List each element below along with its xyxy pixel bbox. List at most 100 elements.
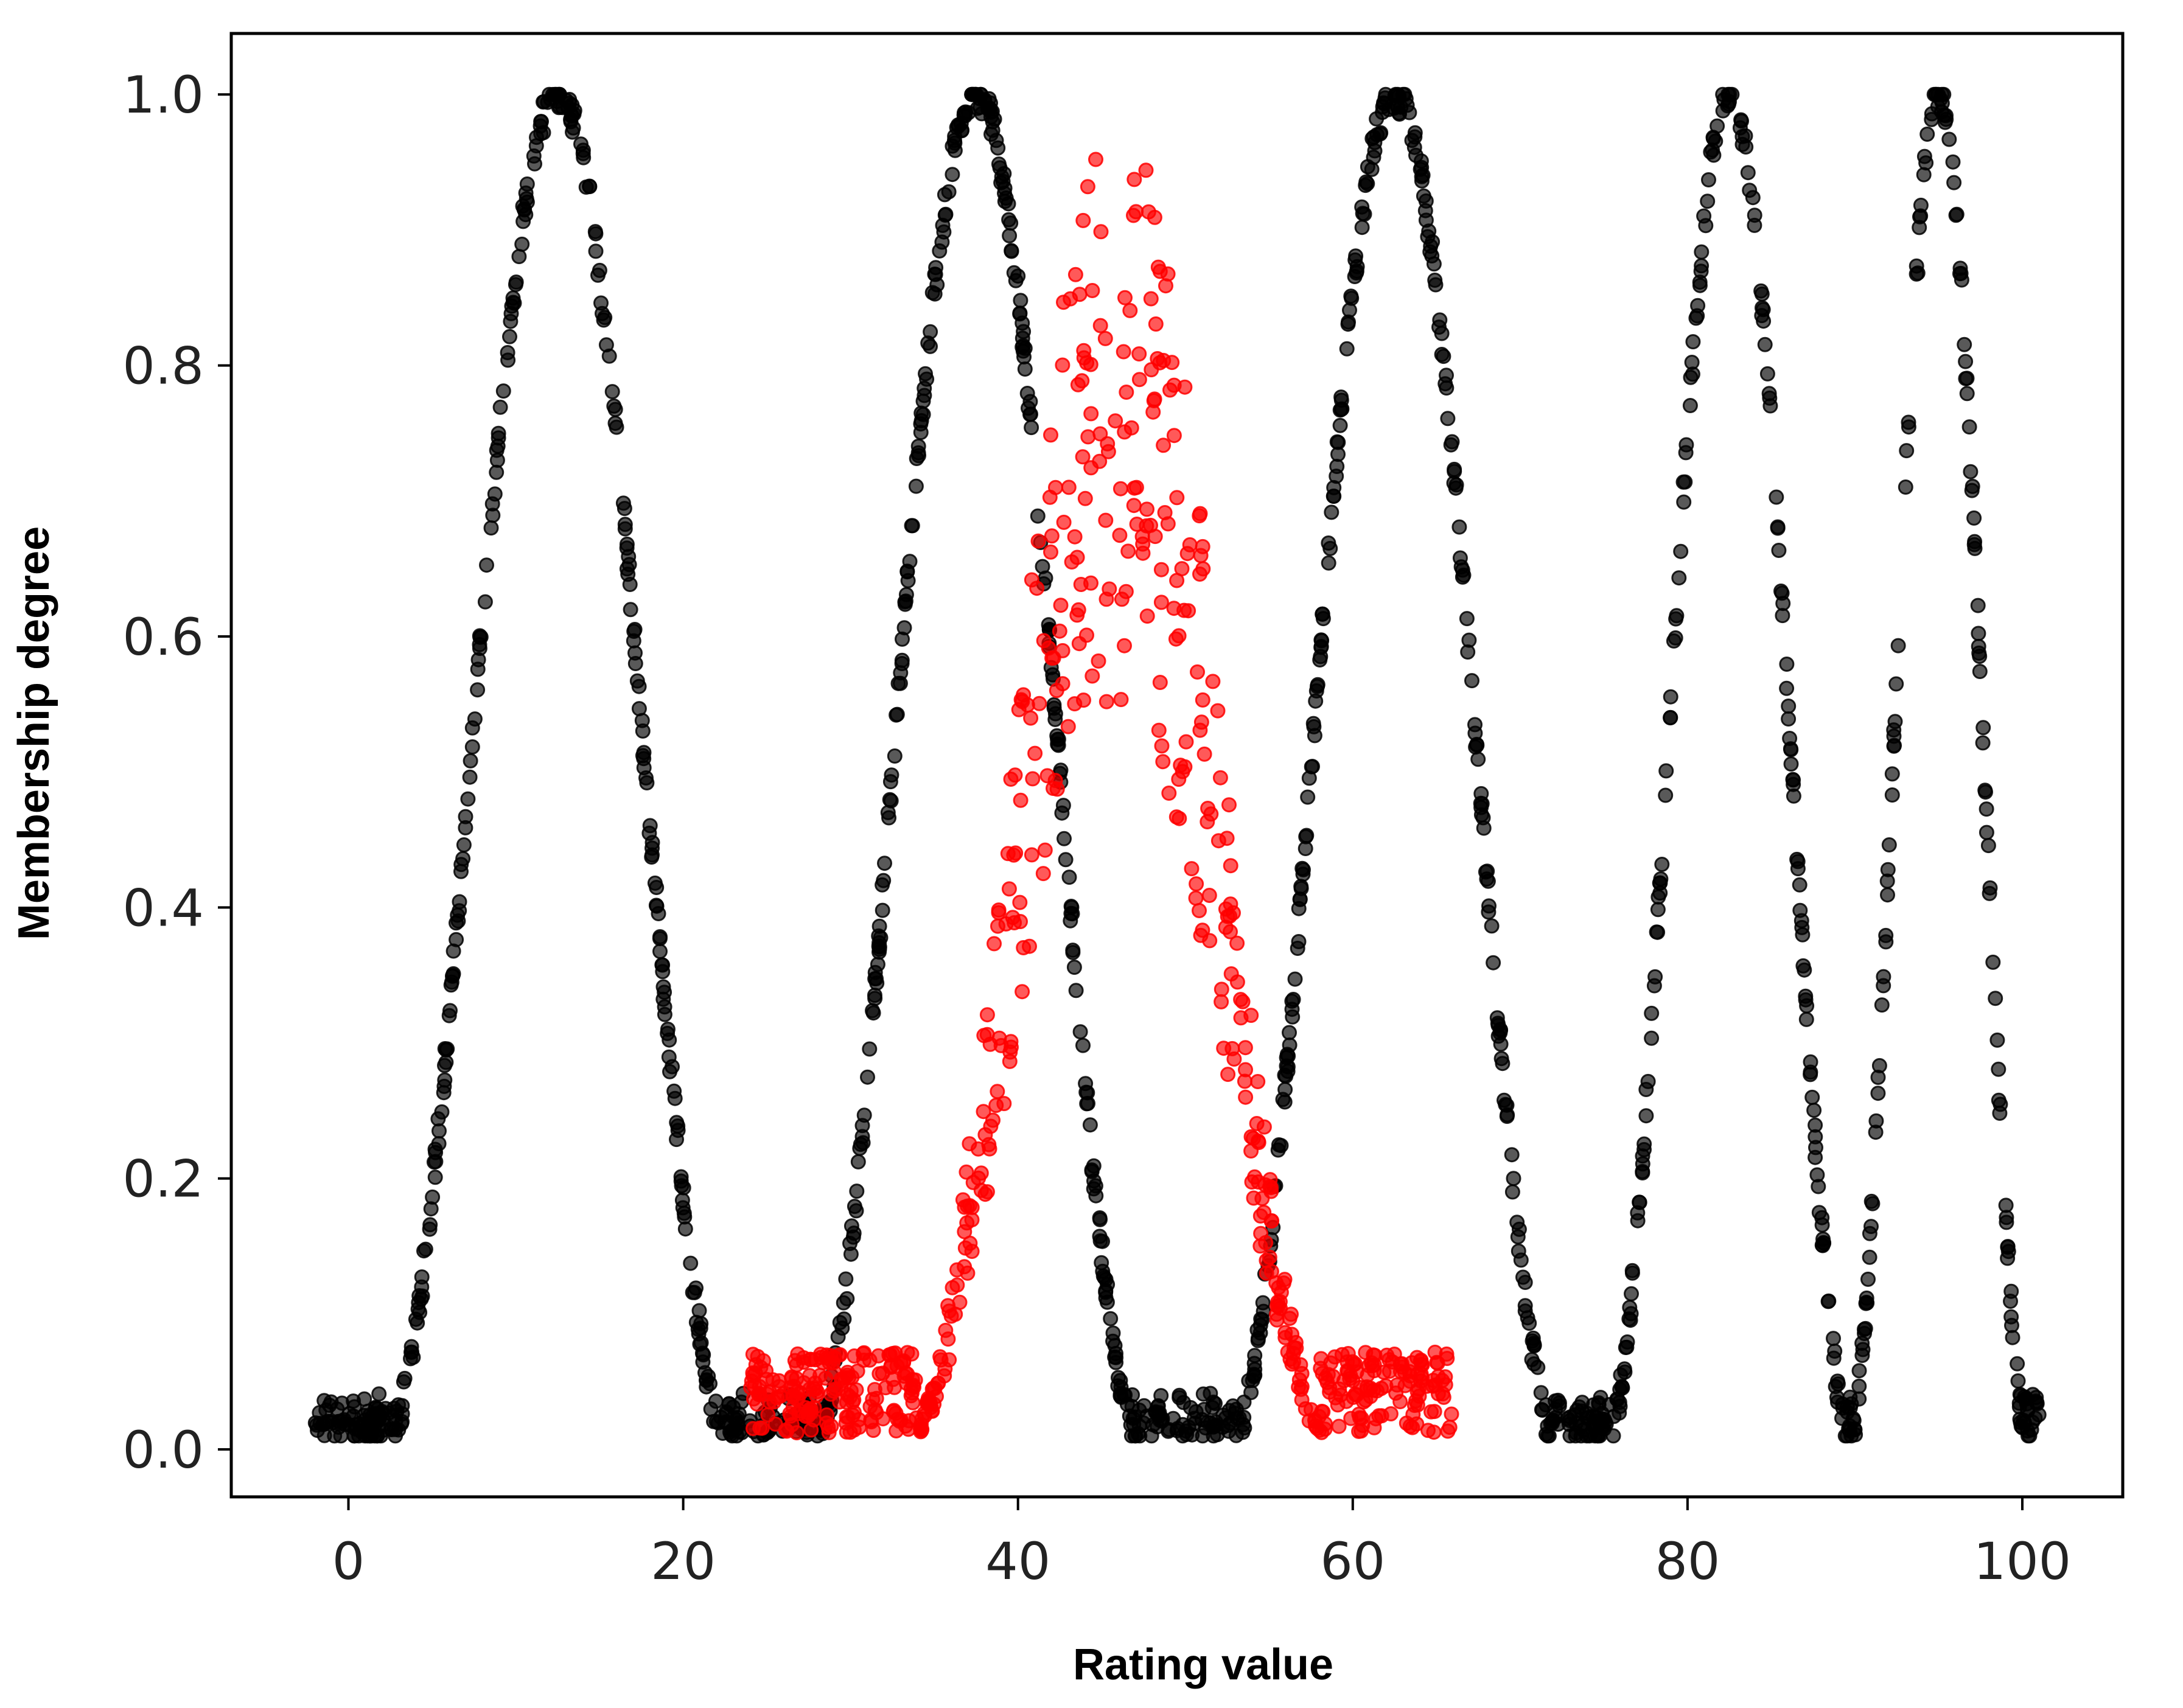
data-point [655,991,671,1007]
data-point [431,1136,447,1151]
data-point [1413,161,1428,177]
data-point [1673,543,1689,559]
data-point [1975,735,1991,751]
data-point [909,1410,924,1426]
data-point [1761,386,1777,402]
data-point [1055,676,1071,692]
data-point [1080,179,1095,195]
data-point [892,675,908,691]
data-point [1640,1073,1656,1089]
data-point [1745,190,1761,206]
data-point [819,1407,835,1423]
data-point [1402,105,1417,120]
data-point [1237,1040,1253,1056]
data-point [1284,1306,1299,1322]
data-point [1148,316,1164,332]
data-point [1979,824,1994,840]
data-point [1192,722,1208,738]
data-point [479,557,494,573]
data-point [635,748,651,764]
data-point [1178,734,1194,750]
data-point [1105,1333,1121,1349]
data-point [431,1123,447,1139]
y-tick-label: 0.6 [122,607,204,667]
data-point [503,313,519,329]
data-point [1021,400,1036,416]
data-point [1252,1238,1268,1254]
data-point [2003,1294,2018,1309]
data-point [1871,1058,1887,1073]
data-point [2010,1356,2025,1372]
data-point [495,383,511,399]
data-point [1108,1350,1124,1365]
data-point [1863,1193,1879,1209]
data-point [1321,555,1336,571]
y-tick-label: 0.8 [122,336,204,396]
data-point [408,1311,424,1327]
data-point [1334,1347,1350,1362]
data-point [1779,657,1795,672]
data-point [1112,1373,1128,1389]
data-point [1114,591,1130,607]
data-point [1195,922,1210,938]
data-point [1280,1064,1296,1079]
data-point [683,1255,699,1271]
data-point [1369,111,1385,127]
data-point [1330,447,1346,462]
data-point [1196,746,1212,762]
data-point [1809,1167,1825,1183]
data-point [1075,212,1091,228]
data-point [1770,520,1786,536]
data-point [601,348,617,364]
data-point [1015,694,1030,709]
data-point [1221,1423,1237,1439]
data-point [1098,591,1114,607]
data-point [1076,692,1091,708]
data-point [1658,787,1674,803]
data-point [1826,1331,1841,1347]
data-point [1037,842,1053,858]
data-point [887,748,903,764]
data-point [851,1420,867,1435]
data-point [1270,1298,1285,1314]
data-point [867,991,883,1006]
data-point [1013,914,1028,929]
data-point [1116,344,1131,360]
data-point [1650,902,1666,918]
data-point [1434,1373,1450,1389]
data-point [1071,636,1087,652]
data-point [1854,1336,1870,1351]
data-point [1177,379,1193,395]
data-point [578,180,594,195]
data-point [1291,901,1307,916]
data-point [1086,1173,1102,1189]
data-point [1541,1428,1557,1444]
data-point [796,1354,812,1370]
data-point [1769,489,1784,505]
data-point [1862,1225,1877,1241]
data-point [1205,674,1221,689]
data-point [1504,1184,1520,1200]
data-point [693,1320,708,1336]
data-point [1486,955,1501,971]
data-point [1467,717,1483,733]
data-point [713,1409,728,1425]
data-point [1139,608,1155,624]
data-point [875,1411,891,1427]
data-point [617,517,633,532]
data-point [1740,165,1756,181]
data-point [1452,550,1468,566]
data-point [1053,598,1069,613]
data-point [452,894,467,910]
data-point [1916,148,1932,164]
data-point [1734,136,1750,152]
data-point [1783,756,1799,772]
data-point [1771,543,1787,558]
data-point [470,682,486,698]
data-point [977,1127,993,1143]
data-point [919,371,935,387]
data-point [655,979,671,995]
data-point [1052,623,1067,639]
data-point [1092,1210,1108,1225]
data-point [1024,420,1039,436]
